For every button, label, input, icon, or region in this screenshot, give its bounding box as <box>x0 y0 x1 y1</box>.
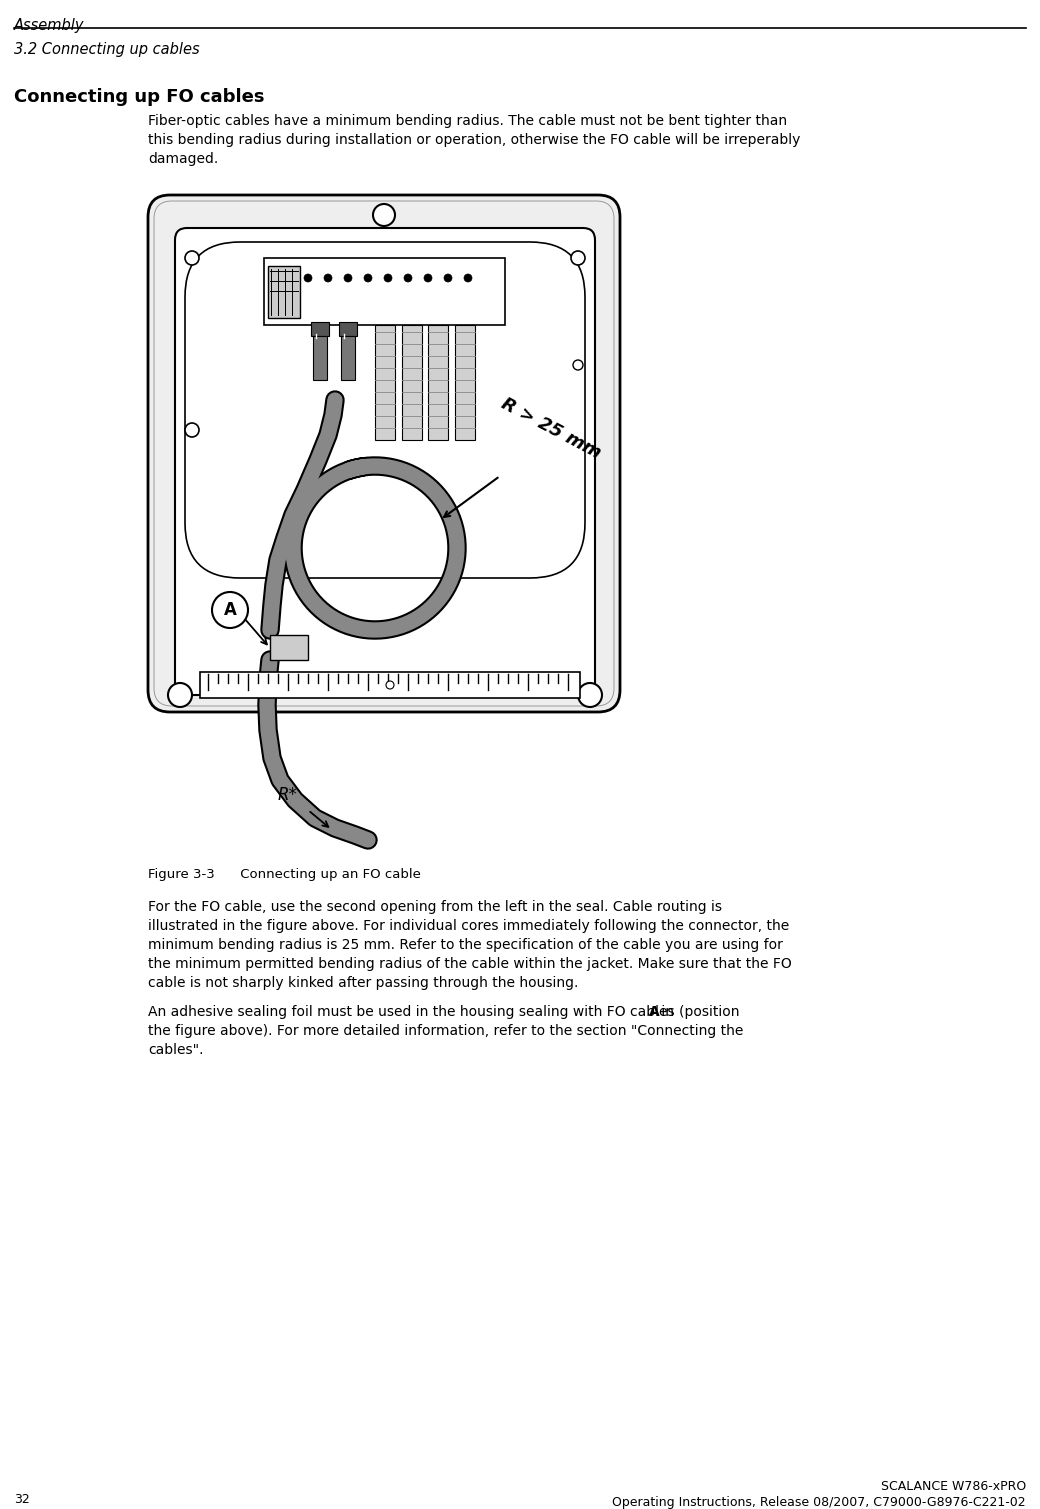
Text: damaged.: damaged. <box>148 152 218 166</box>
Text: A: A <box>224 601 236 619</box>
Text: R*: R* <box>278 786 297 804</box>
Text: minimum bending radius is 25 mm. Refer to the specification of the cable you are: minimum bending radius is 25 mm. Refer t… <box>148 939 783 952</box>
Circle shape <box>578 684 602 708</box>
Bar <box>200 672 580 699</box>
Text: cables".: cables". <box>148 1043 204 1056</box>
Bar <box>270 635 308 659</box>
Text: Connecting up FO cables: Connecting up FO cables <box>14 88 264 106</box>
Circle shape <box>168 684 192 708</box>
Text: in: in <box>656 1005 674 1019</box>
Text: An adhesive sealing foil must be used in the housing sealing with FO cables (pos: An adhesive sealing foil must be used in… <box>148 1005 744 1019</box>
Circle shape <box>384 275 392 282</box>
Text: the figure above). For more detailed information, refer to the section "Connecti: the figure above). For more detailed inf… <box>148 1025 744 1038</box>
Circle shape <box>404 275 412 282</box>
Bar <box>264 258 505 324</box>
Text: For the FO cable, use the second opening from the left in the seal. Cable routin: For the FO cable, use the second opening… <box>148 899 722 914</box>
Circle shape <box>364 275 372 282</box>
Circle shape <box>324 275 332 282</box>
Text: 3.2 Connecting up cables: 3.2 Connecting up cables <box>14 42 200 57</box>
FancyBboxPatch shape <box>175 228 595 696</box>
FancyBboxPatch shape <box>185 241 584 578</box>
Text: Figure 3-3      Connecting up an FO cable: Figure 3-3 Connecting up an FO cable <box>148 868 421 881</box>
Bar <box>402 324 422 441</box>
Circle shape <box>424 275 432 282</box>
Text: cable is not sharply kinked after passing through the housing.: cable is not sharply kinked after passin… <box>148 976 578 990</box>
Circle shape <box>185 250 199 266</box>
Text: the minimum permitted bending radius of the cable within the jacket. Make sure t: the minimum permitted bending radius of … <box>148 957 791 970</box>
Bar <box>311 321 329 337</box>
Circle shape <box>573 361 583 370</box>
Bar <box>339 321 357 337</box>
Circle shape <box>571 250 584 266</box>
Bar <box>268 266 300 318</box>
Bar <box>341 337 355 380</box>
Text: 32: 32 <box>14 1492 30 1506</box>
Bar <box>375 324 395 441</box>
Text: Fiber-optic cables have a minimum bending radius. The cable must not be bent tig: Fiber-optic cables have a minimum bendin… <box>148 115 787 128</box>
Bar <box>428 324 448 441</box>
Circle shape <box>373 204 395 226</box>
Text: SCALANCE W786-xPRO: SCALANCE W786-xPRO <box>881 1480 1026 1492</box>
Text: R > 25 mm: R > 25 mm <box>498 394 604 462</box>
Bar <box>456 324 475 441</box>
Circle shape <box>304 275 312 282</box>
Text: illustrated in the figure above. For individual cores immediately following the : illustrated in the figure above. For ind… <box>148 919 789 933</box>
Circle shape <box>464 275 472 282</box>
Text: A: A <box>649 1005 659 1019</box>
Bar <box>313 337 327 380</box>
Text: Operating Instructions, Release 08/2007, C79000-G8976-C221-02: Operating Instructions, Release 08/2007,… <box>613 1495 1026 1509</box>
Circle shape <box>444 275 452 282</box>
Circle shape <box>185 423 199 438</box>
Circle shape <box>386 681 394 690</box>
Circle shape <box>212 592 248 628</box>
FancyBboxPatch shape <box>148 195 620 712</box>
Text: Assembly: Assembly <box>14 18 84 33</box>
Circle shape <box>344 275 352 282</box>
Text: this bending radius during installation or operation, otherwise the FO cable wil: this bending radius during installation … <box>148 133 801 146</box>
